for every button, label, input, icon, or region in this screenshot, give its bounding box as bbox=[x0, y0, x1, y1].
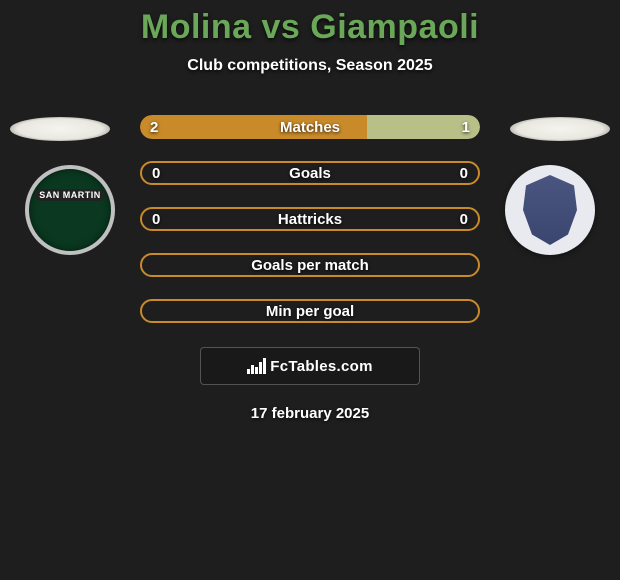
stat-bars: 2 1 Matches 0 0 Goals 0 0 Hattricks Goals per mat… bbox=[140, 115, 480, 323]
bar-label: Matches bbox=[280, 119, 340, 136]
footer-date: 17 february 2025 bbox=[0, 405, 620, 422]
page-title: Molina vs Giampaoli bbox=[0, 8, 620, 47]
branding-text: FcTables.com bbox=[270, 358, 373, 375]
stats-area: SAN MARTIN 2 1 Matches 0 0 Goals 0 0 Hattricks Go… bbox=[0, 115, 620, 323]
branding-box: FcTables.com bbox=[200, 347, 420, 385]
bar-value-right: 1 bbox=[462, 119, 470, 136]
stat-row: Min per goal bbox=[140, 299, 480, 323]
bar-label: Hattricks bbox=[278, 211, 342, 228]
bar-value-right: 0 bbox=[460, 211, 468, 228]
bar-label: Min per goal bbox=[266, 303, 354, 320]
halo-right bbox=[510, 117, 610, 141]
crest-left: SAN MARTIN bbox=[25, 165, 115, 255]
bar-value-right: 0 bbox=[460, 165, 468, 182]
root: Molina vs Giampaoli Club competitions, S… bbox=[0, 0, 620, 422]
stat-row: 0 0 Hattricks bbox=[140, 207, 480, 231]
bar-value-left: 0 bbox=[152, 165, 160, 182]
crest-left-banner: SAN MARTIN bbox=[35, 189, 105, 201]
stat-row: 0 0 Goals bbox=[140, 161, 480, 185]
stat-row: 2 1 Matches bbox=[140, 115, 480, 139]
bar-label: Goals bbox=[289, 165, 331, 182]
bar-value-left: 2 bbox=[150, 119, 158, 136]
page-subtitle: Club competitions, Season 2025 bbox=[0, 57, 620, 75]
stat-row: Goals per match bbox=[140, 253, 480, 277]
halo-left bbox=[10, 117, 110, 141]
bar-label: Goals per match bbox=[251, 257, 369, 274]
bar-value-left: 0 bbox=[152, 211, 160, 228]
crest-right bbox=[505, 165, 595, 255]
crest-right-emblem bbox=[520, 175, 580, 245]
bar-chart-icon bbox=[247, 358, 266, 374]
